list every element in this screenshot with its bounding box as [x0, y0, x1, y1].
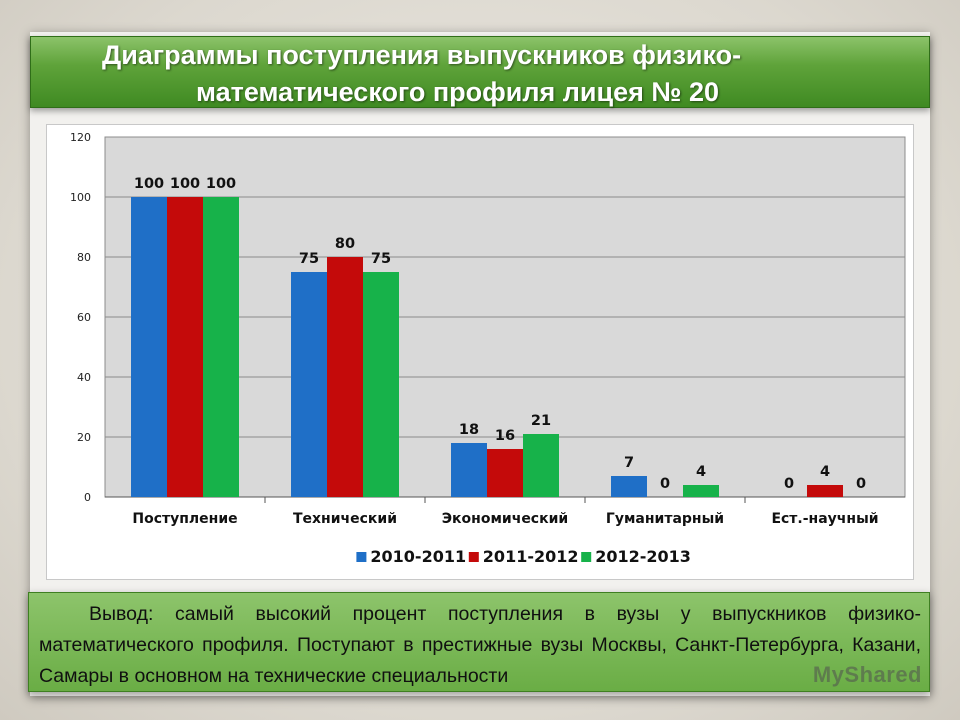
title-line-1: Диаграммы поступления выпускников физико…	[102, 40, 742, 70]
category-label: Поступление	[132, 511, 237, 527]
y-tick-label: 120	[70, 131, 91, 144]
data-label: 7	[624, 455, 634, 471]
y-tick-label: 100	[70, 191, 91, 204]
legend-label: 2012-2013	[595, 547, 691, 566]
legend-label: 2011-2012	[483, 547, 579, 566]
bar	[523, 434, 559, 497]
legend-swatch	[468, 552, 479, 562]
data-label: 100	[134, 176, 164, 192]
y-tick-label: 40	[77, 371, 91, 384]
data-label: 75	[299, 251, 319, 267]
legend-label: 2010-2011	[370, 547, 466, 566]
data-label: 80	[335, 236, 355, 252]
data-label: 100	[206, 176, 236, 192]
data-label: 0	[660, 476, 670, 492]
y-tick-label: 60	[77, 311, 91, 324]
bar	[451, 443, 487, 497]
data-label: 4	[820, 464, 830, 480]
data-label: 18	[459, 422, 479, 438]
bar	[167, 197, 203, 497]
category-label: Технический	[293, 511, 397, 527]
y-tick-label: 0	[84, 491, 91, 504]
legend-swatch	[356, 552, 367, 562]
data-label: 0	[784, 476, 794, 492]
data-label: 4	[696, 464, 706, 480]
title-line-2: математического профиля лицея № 20	[196, 77, 720, 107]
title-bar	[30, 36, 930, 108]
bar	[683, 485, 719, 497]
bar	[611, 476, 647, 497]
data-label: 75	[371, 251, 391, 267]
data-label: 100	[170, 176, 200, 192]
bar	[363, 272, 399, 497]
y-tick-label: 20	[77, 431, 91, 444]
y-tick-label: 80	[77, 251, 91, 264]
conclusion-box: Вывод: самый высокий процент поступления…	[28, 592, 930, 692]
watermark: MyShared	[812, 662, 922, 687]
data-label: 16	[495, 428, 515, 444]
bar	[807, 485, 843, 497]
bar	[291, 272, 327, 497]
legend-swatch	[581, 552, 592, 562]
data-label: 21	[531, 413, 551, 429]
category-label: Ест.-научный	[771, 511, 878, 527]
bar	[131, 197, 167, 497]
data-label: 0	[856, 476, 866, 492]
category-label: Гуманитарный	[606, 511, 724, 527]
bar	[327, 257, 363, 497]
bar	[203, 197, 239, 497]
chart-area: 0 20 40 60 80 100 120 100 100 100 Поступление 75 80 7…	[46, 124, 914, 580]
bar	[487, 449, 523, 497]
category-label: Экономический	[442, 511, 568, 527]
conclusion-text: Вывод: самый высокий процент поступления…	[39, 603, 921, 687]
